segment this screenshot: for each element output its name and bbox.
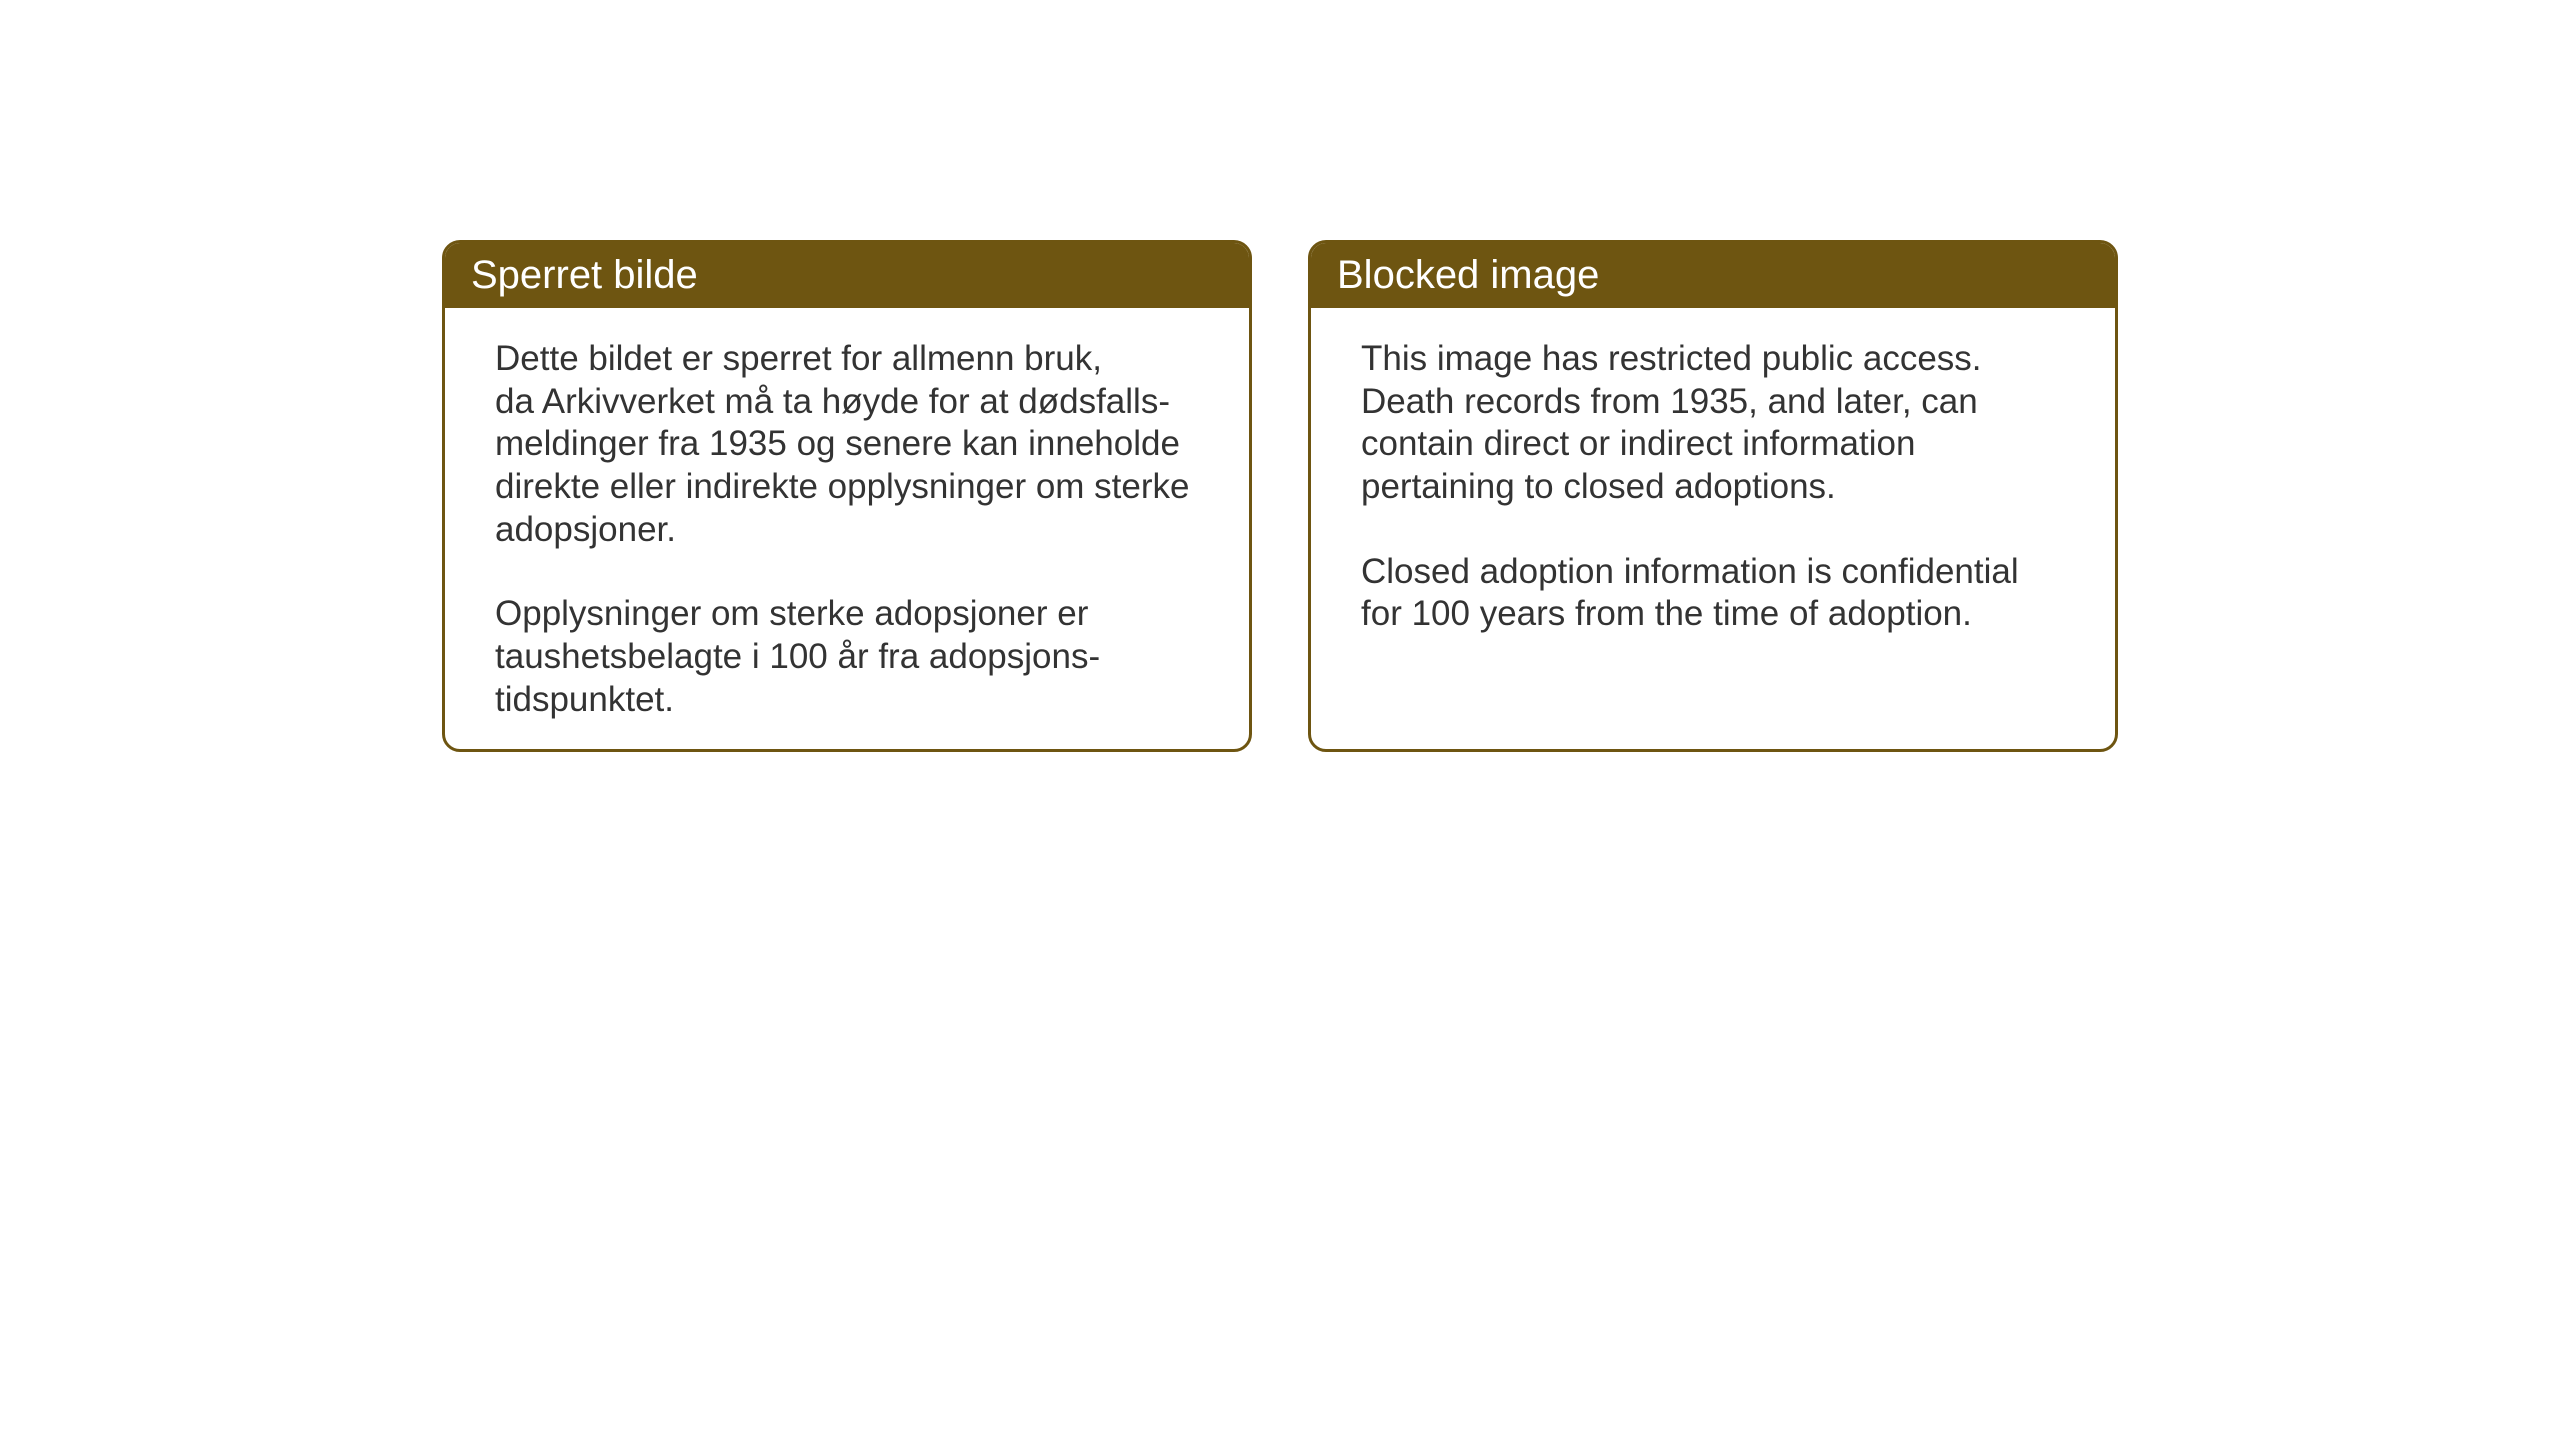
norwegian-card-body: Dette bildet er sperret for allmenn bruk…	[445, 308, 1249, 752]
english-notice-card: Blocked image This image has restricted …	[1308, 240, 2118, 752]
english-card-title: Blocked image	[1311, 243, 2115, 308]
english-card-body: This image has restricted public access.…	[1311, 308, 2115, 666]
norwegian-card-title: Sperret bilde	[445, 243, 1249, 308]
norwegian-paragraph-2: Opplysninger om sterke adopsjoner ertaus…	[495, 593, 1199, 721]
english-paragraph-2: Closed adoption information is confident…	[1361, 551, 2065, 636]
norwegian-notice-card: Sperret bilde Dette bildet er sperret fo…	[442, 240, 1252, 752]
norwegian-paragraph-1: Dette bildet er sperret for allmenn bruk…	[495, 338, 1199, 551]
notice-container: Sperret bilde Dette bildet er sperret fo…	[442, 240, 2118, 752]
english-paragraph-1: This image has restricted public access.…	[1361, 338, 2065, 509]
